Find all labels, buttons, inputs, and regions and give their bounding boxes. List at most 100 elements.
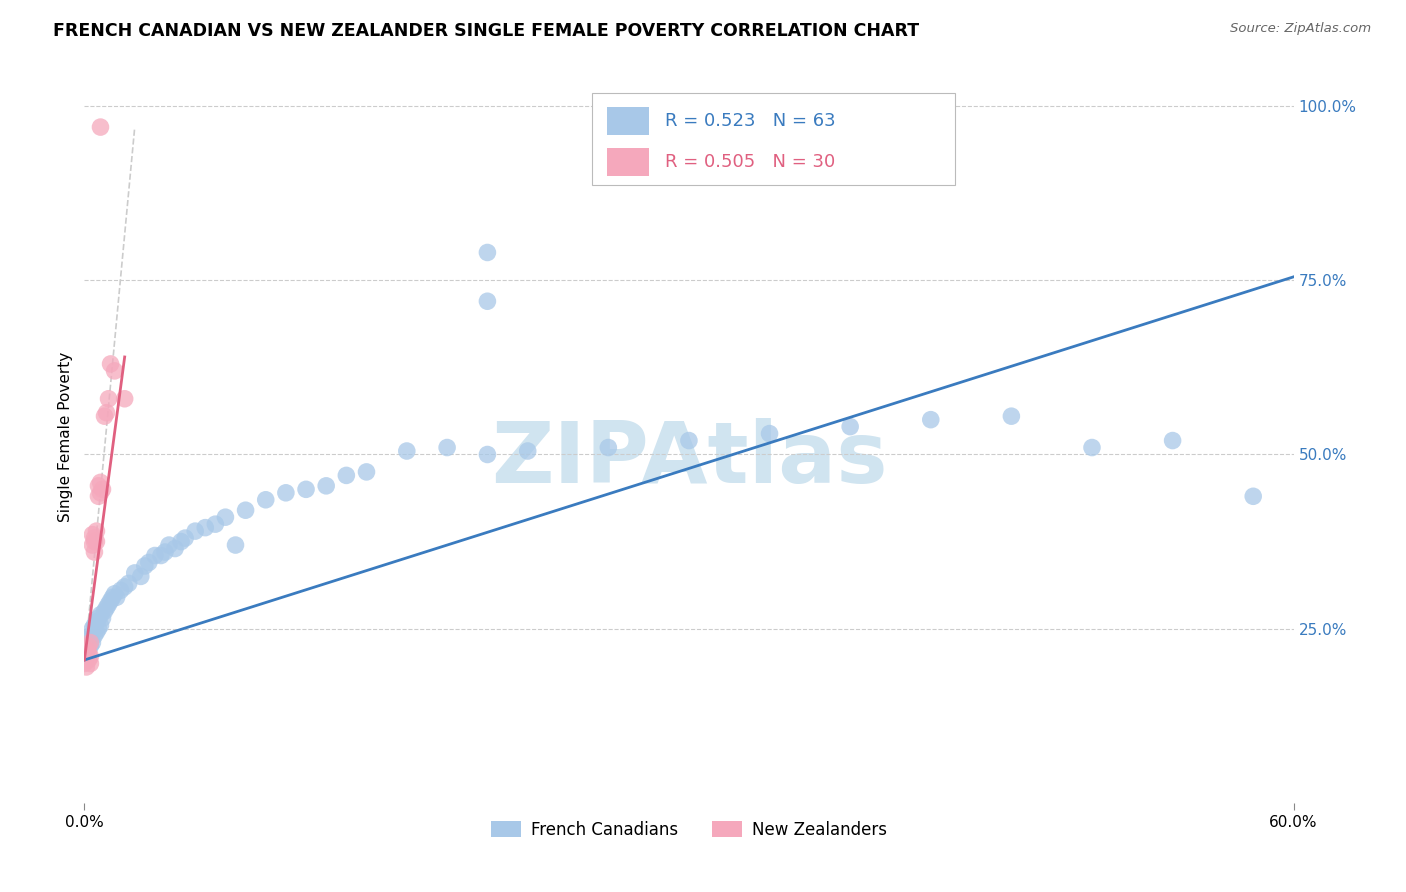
Point xyxy=(335,468,357,483)
Point xyxy=(86,524,108,538)
Point xyxy=(477,294,499,309)
Point xyxy=(105,591,128,605)
Point xyxy=(1000,409,1022,424)
Point xyxy=(86,625,108,640)
Point xyxy=(75,649,97,664)
Legend: French Canadians, New Zealanders: French Canadians, New Zealanders xyxy=(485,814,893,846)
Point xyxy=(93,604,115,618)
Point xyxy=(477,448,499,462)
Point xyxy=(104,364,127,378)
Point xyxy=(77,646,100,660)
Point xyxy=(91,483,114,497)
Point xyxy=(82,538,104,552)
Point xyxy=(129,569,152,583)
Point xyxy=(104,587,127,601)
Point xyxy=(114,392,136,406)
Point xyxy=(79,639,101,653)
Point xyxy=(1241,489,1264,503)
Point xyxy=(97,392,120,406)
Point xyxy=(1081,441,1104,455)
Point xyxy=(83,531,105,545)
Point xyxy=(839,419,862,434)
Point xyxy=(315,479,337,493)
Point xyxy=(83,534,105,549)
Point xyxy=(73,646,96,660)
Point xyxy=(97,597,120,611)
Bar xyxy=(607,148,650,176)
Point xyxy=(235,503,257,517)
Point xyxy=(114,580,136,594)
Point xyxy=(82,622,104,636)
Bar xyxy=(607,107,650,135)
Point xyxy=(184,524,207,538)
Point xyxy=(82,527,104,541)
Text: ZIPAtlas: ZIPAtlas xyxy=(491,417,887,500)
Point xyxy=(204,517,226,532)
Point xyxy=(75,642,97,657)
Point xyxy=(254,492,277,507)
Point xyxy=(79,635,101,649)
Point xyxy=(77,639,100,653)
Point xyxy=(598,441,620,455)
Point xyxy=(758,426,780,441)
Point xyxy=(678,434,700,448)
Point xyxy=(75,642,97,657)
Point xyxy=(86,534,108,549)
Point xyxy=(143,549,166,563)
FancyBboxPatch shape xyxy=(592,94,955,185)
Point xyxy=(89,485,111,500)
Point xyxy=(436,441,458,455)
Point xyxy=(194,521,217,535)
Point xyxy=(134,558,156,573)
Point xyxy=(87,479,110,493)
Point xyxy=(274,485,297,500)
Point xyxy=(225,538,247,552)
Point xyxy=(89,618,111,632)
Point xyxy=(920,412,942,426)
Point xyxy=(79,629,101,643)
Point xyxy=(75,660,97,674)
Point xyxy=(87,622,110,636)
Text: R = 0.523   N = 63: R = 0.523 N = 63 xyxy=(665,112,835,129)
Point xyxy=(83,629,105,643)
Point xyxy=(87,611,110,625)
Point xyxy=(110,583,132,598)
Point xyxy=(1161,434,1184,448)
Point xyxy=(89,475,111,490)
Point xyxy=(96,406,118,420)
Point xyxy=(89,120,111,134)
Point xyxy=(214,510,236,524)
Point xyxy=(77,653,100,667)
Point xyxy=(153,545,176,559)
Point xyxy=(101,591,124,605)
Point xyxy=(83,545,105,559)
Text: Source: ZipAtlas.com: Source: ZipAtlas.com xyxy=(1230,22,1371,36)
Point xyxy=(96,600,118,615)
Point xyxy=(100,594,122,608)
Point xyxy=(93,409,115,424)
Point xyxy=(91,611,114,625)
Point xyxy=(170,534,193,549)
Point xyxy=(100,357,122,371)
Point xyxy=(165,541,187,556)
Point xyxy=(157,538,180,552)
Point xyxy=(295,483,318,497)
Point xyxy=(395,444,418,458)
Point xyxy=(83,618,105,632)
Point xyxy=(174,531,197,545)
Y-axis label: Single Female Poverty: Single Female Poverty xyxy=(58,352,73,522)
Text: FRENCH CANADIAN VS NEW ZEALANDER SINGLE FEMALE POVERTY CORRELATION CHART: FRENCH CANADIAN VS NEW ZEALANDER SINGLE … xyxy=(53,22,920,40)
Text: R = 0.505   N = 30: R = 0.505 N = 30 xyxy=(665,153,835,171)
Point xyxy=(516,444,538,458)
Point xyxy=(149,549,172,563)
Point xyxy=(89,607,111,622)
Point xyxy=(77,632,100,646)
Point xyxy=(138,556,160,570)
Point xyxy=(356,465,378,479)
Point xyxy=(73,657,96,671)
Point xyxy=(79,657,101,671)
Point xyxy=(118,576,141,591)
Point xyxy=(87,489,110,503)
Point xyxy=(124,566,146,580)
Point xyxy=(477,245,499,260)
